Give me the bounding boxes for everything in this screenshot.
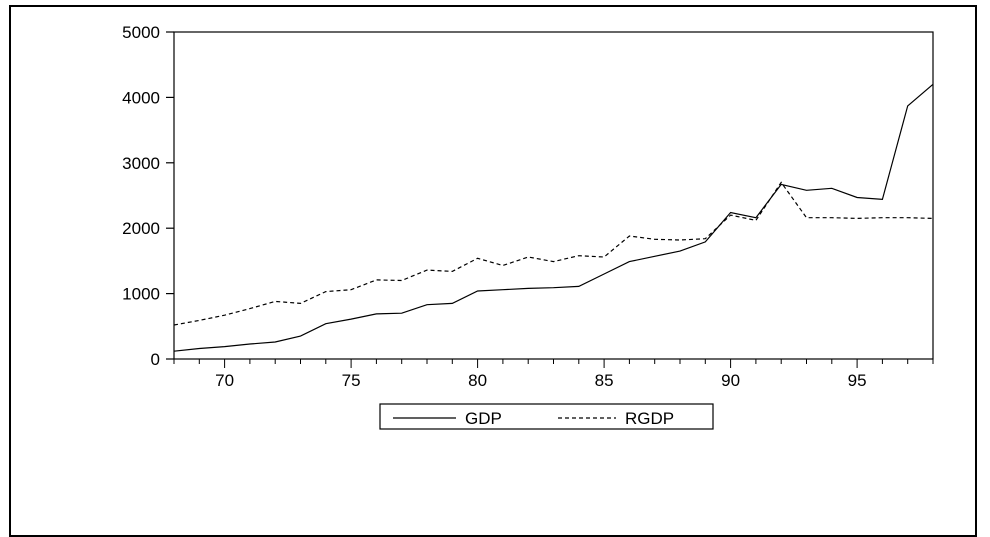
legend: GDP RGDP bbox=[379, 403, 714, 430]
y-tick-label: 1000 bbox=[122, 285, 160, 304]
chart-frame bbox=[9, 5, 977, 537]
legend-label-rgdp: RGDP bbox=[625, 409, 674, 428]
x-tick-label: 70 bbox=[215, 371, 234, 390]
y-tick-label: 0 bbox=[151, 350, 160, 369]
x-ticks: 70 75 80 85 90 95 bbox=[173, 359, 934, 390]
y-tick-label: 4000 bbox=[122, 88, 160, 107]
series-line-rgdp bbox=[173, 181, 934, 326]
x-tick-label: 75 bbox=[342, 371, 361, 390]
x-tick-label: 80 bbox=[468, 371, 487, 390]
series-lines bbox=[173, 83, 934, 352]
series-line-gdp bbox=[173, 83, 934, 352]
plot-area-border bbox=[173, 31, 934, 360]
x-tick-label: 85 bbox=[595, 371, 614, 390]
y-tick-label: 5000 bbox=[122, 23, 160, 42]
x-tick-label: 95 bbox=[848, 371, 867, 390]
legend-box bbox=[379, 403, 714, 430]
x-tick-label: 90 bbox=[721, 371, 740, 390]
legend-label-gdp: GDP bbox=[465, 409, 502, 428]
y-tick-label: 2000 bbox=[122, 219, 160, 238]
axes bbox=[173, 31, 934, 360]
y-ticks: 0 1000 2000 3000 4000 5000 bbox=[122, 23, 174, 369]
y-tick-label: 3000 bbox=[122, 154, 160, 173]
